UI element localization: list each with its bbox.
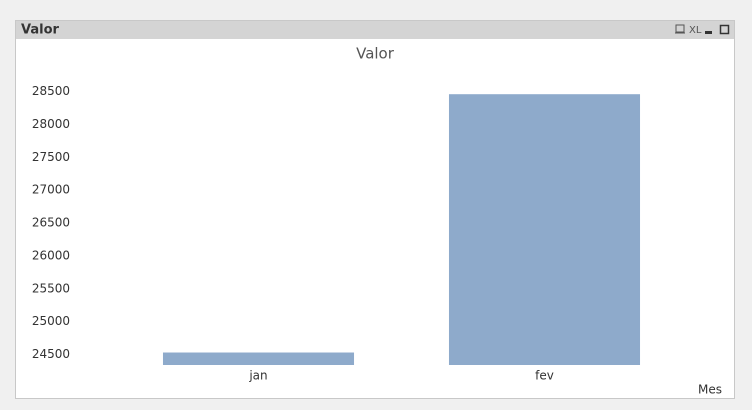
x-axis-label: Mes xyxy=(698,383,722,397)
y-tick-label: 27000 xyxy=(32,183,70,197)
y-tick-label: 26500 xyxy=(32,216,70,230)
print-button[interactable] xyxy=(675,24,685,34)
minimize-button[interactable] xyxy=(705,31,712,34)
y-tick-label: 28000 xyxy=(32,117,70,131)
y-tick-label: 24500 xyxy=(32,347,70,361)
window-title: Valor xyxy=(21,23,60,38)
bar xyxy=(448,94,641,366)
y-tick-label: 25500 xyxy=(32,281,70,295)
window-header xyxy=(16,21,734,39)
y-tick-label: 26000 xyxy=(32,248,70,262)
y-tick-label: 27500 xyxy=(32,150,70,164)
x-tick-label: fev xyxy=(535,369,554,383)
x-tick-label: jan xyxy=(248,369,267,383)
y-tick-label: 25000 xyxy=(32,314,70,328)
maximize-button[interactable] xyxy=(719,24,730,35)
chart-title: Valor xyxy=(356,45,395,63)
xl-button[interactable]: XL xyxy=(689,25,702,36)
y-tick-label: 28500 xyxy=(32,84,70,98)
bar xyxy=(162,352,355,365)
print-icon[interactable] xyxy=(675,24,685,33)
